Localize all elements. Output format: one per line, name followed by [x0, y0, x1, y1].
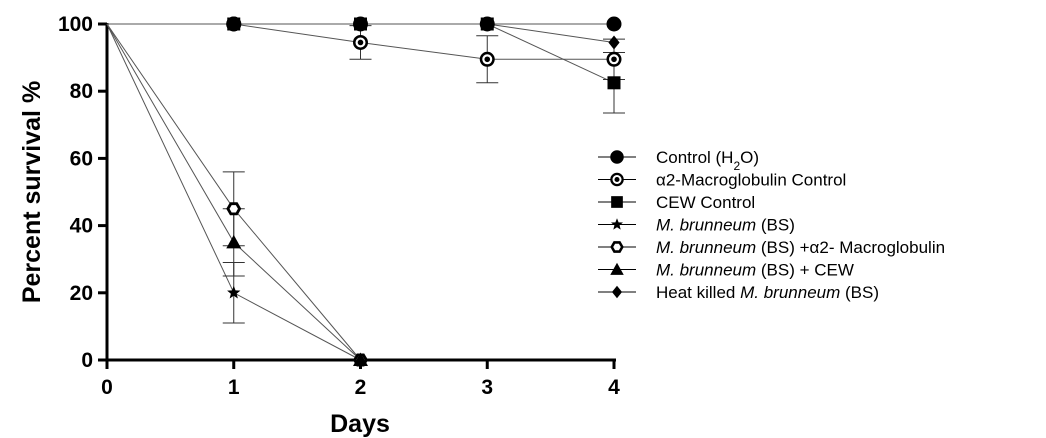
legend-item: M. brunneum (BS) + CEW	[598, 261, 854, 280]
legend-label: α2-Macroglobulin Control	[656, 171, 846, 190]
legend-marker	[611, 218, 623, 230]
y-tick-label: 100	[58, 13, 93, 36]
legend-label-part: CEW Control	[656, 193, 755, 212]
x-tick-label: 0	[101, 376, 113, 399]
legend-label: Control (H2O)	[656, 148, 759, 173]
y-tick-label: 60	[70, 147, 93, 170]
y-tick-label: 80	[70, 80, 93, 103]
legend-label: CEW Control	[656, 193, 755, 212]
legend-label-part: (BS) +α2- Macroglobulin	[756, 238, 945, 257]
data-point	[353, 34, 368, 50]
legend-item: α2-Macroglobulin Control	[598, 171, 846, 190]
legend-label-part: O)	[740, 148, 759, 167]
legend-marker	[610, 241, 624, 253]
legend-item: Heat killed M. brunneum (BS)	[598, 283, 879, 302]
legend-item: Control (H2O)	[598, 148, 759, 173]
legend-label-part: (BS)	[756, 216, 795, 235]
y-axis-title: Percent survival %	[18, 81, 46, 303]
data-point	[608, 35, 620, 50]
data-point	[607, 76, 621, 90]
legend-item: M. brunneum (BS) +α2- Macroglobulin	[598, 238, 945, 257]
data-point	[606, 16, 622, 32]
legend-label-part: (BS)	[840, 283, 879, 302]
y-tick-label: 0	[81, 349, 93, 372]
legend-label: M. brunneum (BS)	[656, 216, 795, 235]
data-point	[226, 202, 242, 216]
legend-label-part: Control (H	[656, 148, 733, 167]
y-tick-label: 20	[70, 282, 93, 305]
legend-item: CEW Control	[598, 193, 755, 212]
legend-label-part: M. brunneum	[656, 261, 756, 280]
legend-label-part: 2	[733, 159, 740, 173]
legend-label: Heat killed M. brunneum (BS)	[656, 283, 879, 302]
x-tick-label: 1	[228, 376, 240, 399]
legend-label-part: M. brunneum	[656, 216, 756, 235]
legend-item: M. brunneum (BS)	[598, 216, 795, 235]
legend-label: M. brunneum (BS) +α2- Macroglobulin	[656, 238, 945, 257]
legend-marker	[610, 262, 624, 275]
x-tick-label: 4	[608, 376, 620, 399]
legend-label-part: M. brunneum	[740, 283, 840, 302]
legend-marker	[611, 285, 623, 299]
legend-label: M. brunneum (BS) + CEW	[656, 261, 854, 280]
data-point	[228, 17, 240, 31]
data-point	[479, 51, 495, 67]
x-tick-label: 2	[355, 376, 367, 399]
legend-label-part: M. brunneum	[656, 238, 756, 257]
y-tick-label: 40	[70, 215, 93, 238]
legend-label-part: α2-Macroglobulin Control	[656, 171, 846, 190]
legend-marker	[610, 150, 624, 164]
x-axis-title: Days	[330, 410, 390, 438]
data-point	[353, 352, 368, 366]
x-tick-label: 3	[481, 376, 493, 399]
data-point	[354, 17, 367, 31]
legend-label-part: (BS) + CEW	[756, 261, 854, 280]
data-point	[227, 285, 241, 299]
data-point	[606, 51, 622, 67]
data-point	[481, 17, 493, 31]
legend-marker	[611, 196, 623, 208]
legend-marker	[610, 172, 624, 187]
legend-label-part: Heat killed	[656, 283, 740, 302]
data-point	[226, 234, 242, 249]
legend: Control (H2O) α2-Macroglobulin Control CE…	[598, 148, 945, 302]
